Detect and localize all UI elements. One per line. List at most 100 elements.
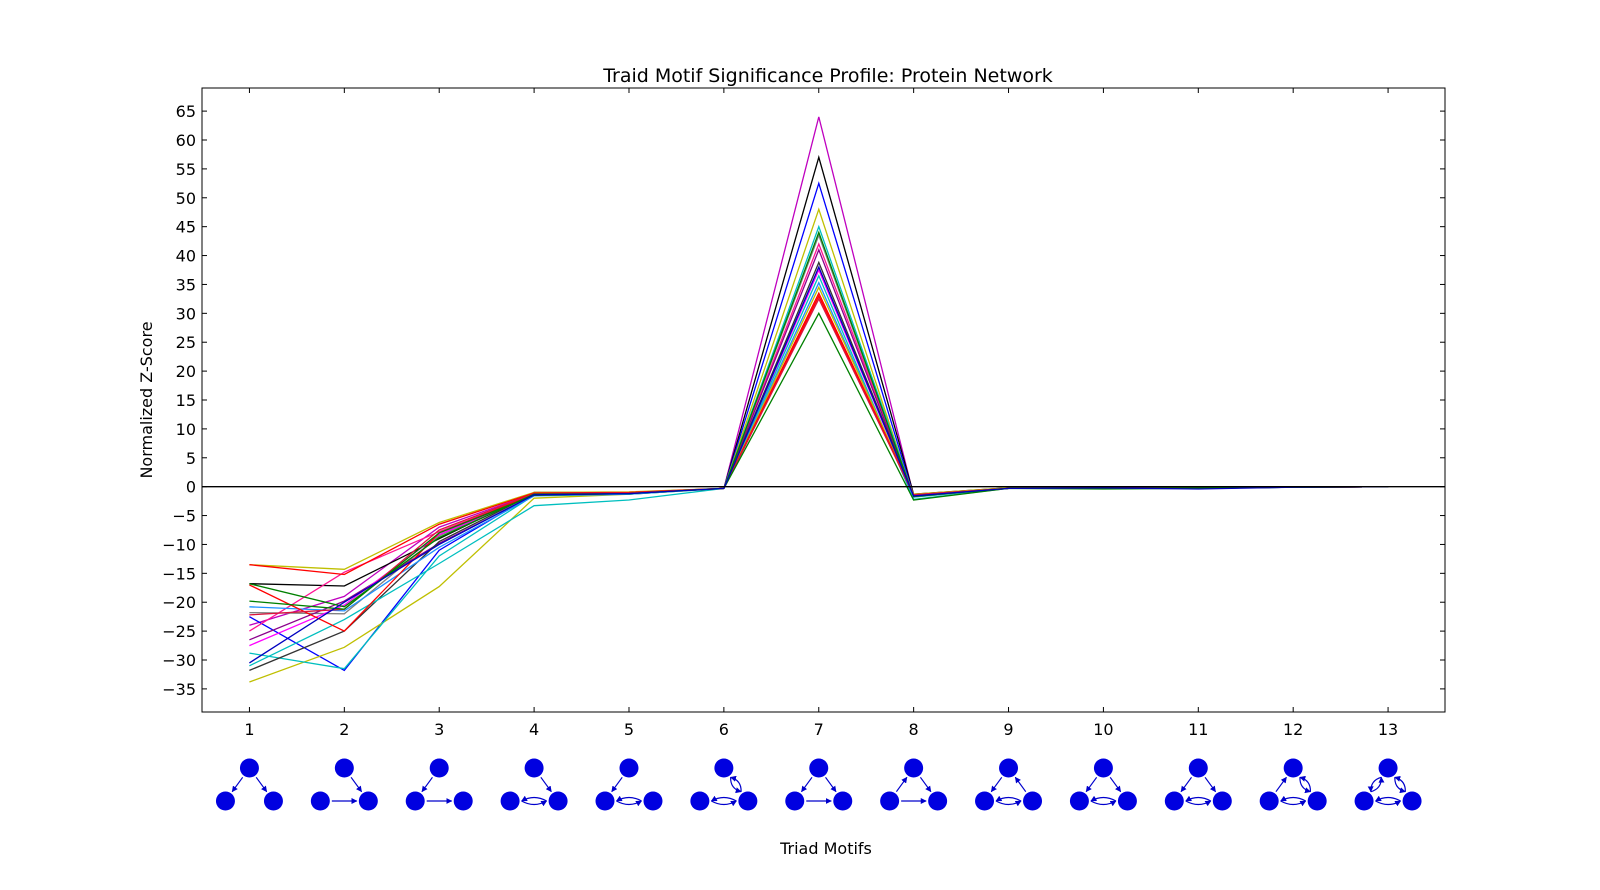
motif-icons <box>215 758 1422 811</box>
motif-node <box>1212 791 1232 811</box>
motif-edge <box>1090 795 1117 802</box>
motif-node <box>429 758 449 778</box>
series-line-16 <box>249 297 1389 616</box>
motif-edge <box>1394 775 1406 792</box>
y-tick-label: −10 <box>162 535 196 554</box>
motif-node <box>619 758 639 778</box>
x-tick-label: 5 <box>624 720 634 739</box>
motif-node <box>239 758 259 778</box>
chart-title: Traid Motif Significance Profile: Protei… <box>602 65 1053 87</box>
motif-node <box>928 791 948 811</box>
motif-icon-13 <box>1354 758 1422 811</box>
y-tick-label: 60 <box>176 131 196 150</box>
motif-node <box>643 791 663 811</box>
motif-node <box>1164 791 1184 811</box>
y-tick-label: 5 <box>186 449 196 468</box>
motif-node <box>334 758 354 778</box>
y-tick-label: 55 <box>176 160 196 179</box>
motif-edge <box>1180 776 1193 793</box>
y-tick-label: 30 <box>176 304 196 323</box>
y-tick-label: −15 <box>162 564 196 583</box>
motif-node <box>405 791 425 811</box>
motif-edge <box>1014 776 1027 793</box>
motif-edge <box>1299 775 1312 792</box>
motif-edge <box>1375 800 1402 807</box>
motif-edge <box>1090 800 1117 807</box>
x-axis-label: Triad Motifs <box>779 839 872 858</box>
motif-node <box>524 758 544 778</box>
y-tick-label: 15 <box>176 391 196 410</box>
motif-icon-2 <box>310 758 378 811</box>
motif-edge <box>1185 795 1212 802</box>
series-line-3 <box>249 181 1389 672</box>
y-axis-label: Normalized Z-Score <box>137 321 156 478</box>
y-tick-label: 50 <box>176 189 196 208</box>
motif-edge <box>1375 795 1401 802</box>
motif-icon-9 <box>975 758 1043 811</box>
motif-node <box>738 791 758 811</box>
motif-node <box>904 758 924 778</box>
motif-edge <box>231 776 244 793</box>
x-tick-label: 12 <box>1283 720 1303 739</box>
motif-edge <box>995 795 1022 802</box>
motif-node <box>1093 758 1113 778</box>
motif-node <box>999 758 1019 778</box>
motif-node <box>809 758 829 778</box>
series-line-4 <box>249 207 1389 683</box>
x-tick-label: 3 <box>434 720 444 739</box>
motif-edge <box>611 776 623 793</box>
series-line-15 <box>249 294 1389 632</box>
y-tick-label: 40 <box>176 247 196 266</box>
motif-edge <box>710 795 737 802</box>
motif-icon-12 <box>1259 758 1327 811</box>
motif-edge <box>711 800 737 807</box>
series-line-13 <box>249 285 1389 570</box>
y-tick-label: 25 <box>176 333 196 352</box>
axes: 65605550454035302520151050−5−10−15−20−25… <box>162 87 1446 739</box>
series-line-7 <box>249 242 1389 632</box>
y-tick-label: −35 <box>162 680 196 699</box>
series-line-2 <box>249 154 1389 587</box>
series-line-8 <box>249 248 1389 641</box>
motif-edge <box>995 800 1022 807</box>
motif-edge <box>919 776 932 793</box>
motif-edge <box>255 776 268 793</box>
motif-edge <box>825 776 837 793</box>
motif-icon-6 <box>690 758 758 811</box>
series-line-19 <box>249 265 1389 664</box>
motif-icon-4 <box>500 758 568 811</box>
motif-edge <box>540 776 552 793</box>
x-tick-label: 8 <box>909 720 919 739</box>
y-tick-label: −20 <box>162 593 196 612</box>
x-tick-label: 10 <box>1093 720 1113 739</box>
motif-node <box>263 791 283 811</box>
motif-node <box>1069 791 1089 811</box>
x-tick-label: 11 <box>1188 720 1208 739</box>
x-tick-label: 13 <box>1378 720 1398 739</box>
y-tick-label: 10 <box>176 420 196 439</box>
motif-node <box>1188 758 1208 778</box>
motif-node <box>785 791 805 811</box>
y-tick-label: 65 <box>176 102 196 121</box>
motif-edge <box>1370 776 1385 793</box>
motif-node <box>1117 791 1137 811</box>
motif-edge <box>616 800 643 807</box>
x-tick-label: 1 <box>244 720 254 739</box>
motif-icon-3 <box>405 758 473 811</box>
motif-node <box>1402 791 1422 811</box>
series-lines <box>249 116 1389 683</box>
motif-edge <box>521 800 548 807</box>
x-tick-label: 7 <box>814 720 824 739</box>
motif-node <box>358 791 378 811</box>
motif-icon-8 <box>880 758 948 811</box>
motif-edge <box>1280 800 1307 807</box>
x-tick-label: 6 <box>719 720 729 739</box>
motif-edge <box>1185 800 1212 807</box>
motif-node <box>595 791 615 811</box>
y-tick-label: 20 <box>176 362 196 381</box>
motif-node <box>1023 791 1043 811</box>
motif-node <box>453 791 473 811</box>
motif-edge <box>1085 776 1098 793</box>
